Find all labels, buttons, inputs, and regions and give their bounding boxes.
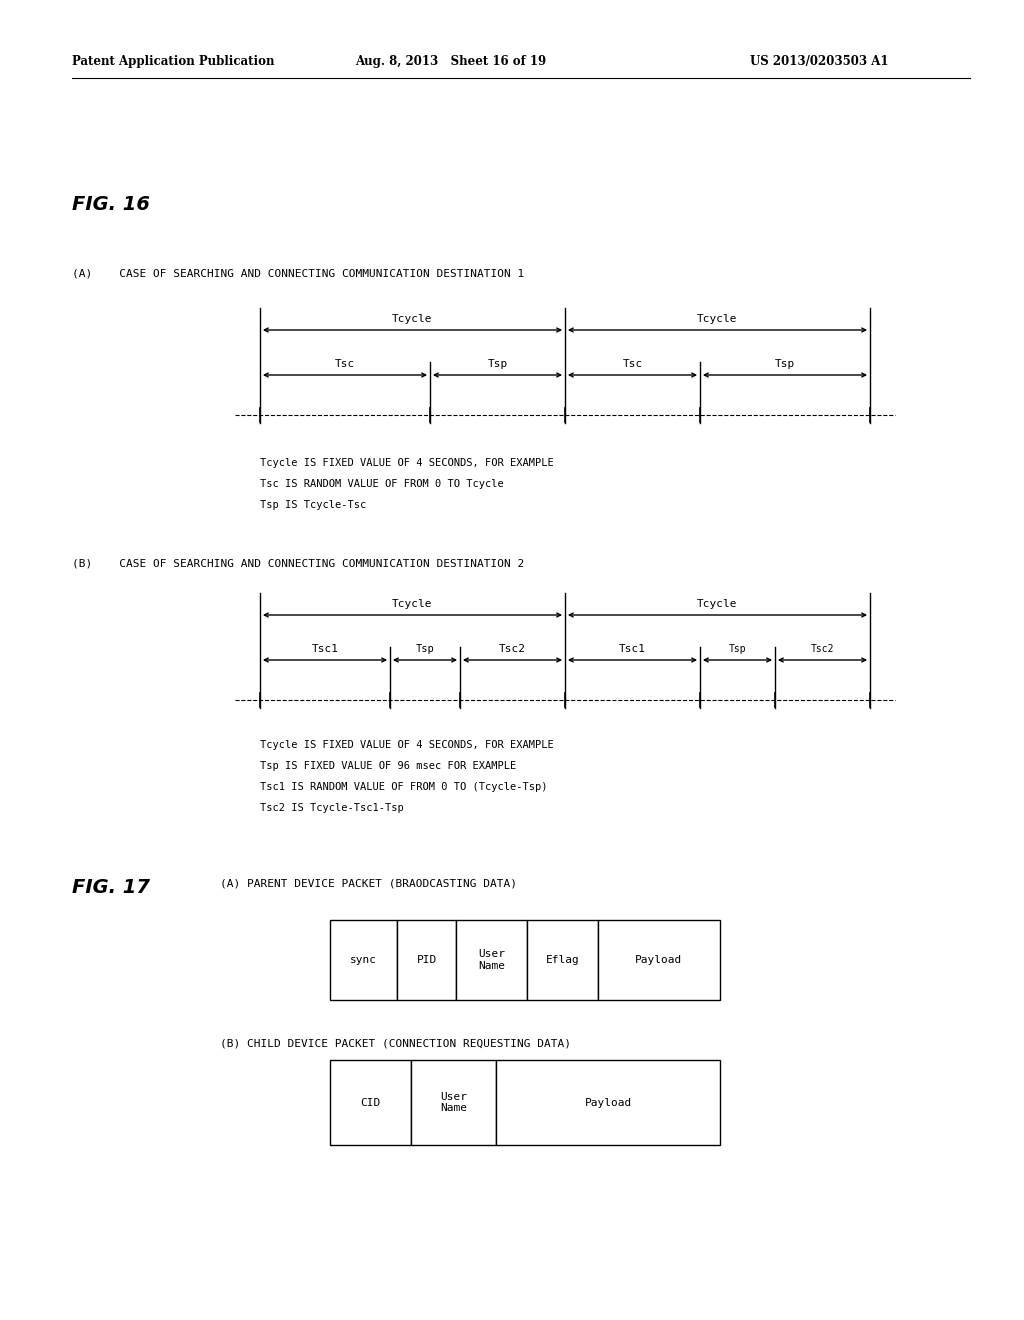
Text: (B)    CASE OF SEARCHING AND CONNECTING COMMUNICATION DESTINATION 2: (B) CASE OF SEARCHING AND CONNECTING COM… — [72, 558, 524, 568]
Text: Tcycle: Tcycle — [392, 599, 433, 609]
Text: Tsp IS Tcycle-Tsc: Tsp IS Tcycle-Tsc — [260, 500, 367, 510]
FancyBboxPatch shape — [456, 920, 527, 1001]
Text: Patent Application Publication: Patent Application Publication — [72, 55, 274, 69]
Text: US 2013/0203503 A1: US 2013/0203503 A1 — [750, 55, 889, 69]
Text: User
Name: User Name — [440, 1092, 467, 1113]
Text: Tcycle: Tcycle — [392, 314, 433, 323]
Text: FIG. 16: FIG. 16 — [72, 195, 150, 214]
FancyBboxPatch shape — [330, 920, 397, 1001]
Text: Tcycle IS FIXED VALUE OF 4 SECONDS, FOR EXAMPLE: Tcycle IS FIXED VALUE OF 4 SECONDS, FOR … — [260, 741, 554, 750]
Text: sync: sync — [350, 954, 377, 965]
Text: Tsp: Tsp — [775, 359, 795, 370]
Text: CID: CID — [360, 1097, 381, 1107]
Text: (A)    CASE OF SEARCHING AND CONNECTING COMMUNICATION DESTINATION 1: (A) CASE OF SEARCHING AND CONNECTING COM… — [72, 268, 524, 279]
Text: Payload: Payload — [585, 1097, 632, 1107]
Text: Tsc2: Tsc2 — [811, 644, 835, 653]
Text: Tsp: Tsp — [487, 359, 508, 370]
Text: Aug. 8, 2013   Sheet 16 of 19: Aug. 8, 2013 Sheet 16 of 19 — [355, 55, 546, 69]
Text: PID: PID — [417, 954, 436, 965]
Text: Tsc2: Tsc2 — [499, 644, 526, 653]
Text: Tsc: Tsc — [335, 359, 355, 370]
FancyBboxPatch shape — [527, 920, 598, 1001]
Text: (B) CHILD DEVICE PACKET (CONNECTION REQUESTING DATA): (B) CHILD DEVICE PACKET (CONNECTION REQU… — [220, 1038, 571, 1048]
Text: Tcycle IS FIXED VALUE OF 4 SECONDS, FOR EXAMPLE: Tcycle IS FIXED VALUE OF 4 SECONDS, FOR … — [260, 458, 554, 469]
FancyBboxPatch shape — [411, 1060, 497, 1144]
FancyBboxPatch shape — [330, 1060, 411, 1144]
Text: (A) PARENT DEVICE PACKET (BRAODCASTING DATA): (A) PARENT DEVICE PACKET (BRAODCASTING D… — [220, 878, 517, 888]
Text: Tsc1: Tsc1 — [311, 644, 339, 653]
Text: Tsp IS FIXED VALUE OF 96 msec FOR EXAMPLE: Tsp IS FIXED VALUE OF 96 msec FOR EXAMPL… — [260, 762, 516, 771]
Text: User
Name: User Name — [478, 949, 505, 970]
Text: Tsc1: Tsc1 — [618, 644, 646, 653]
Text: Tsc: Tsc — [623, 359, 643, 370]
Text: Eflag: Eflag — [546, 954, 580, 965]
Text: Tsp: Tsp — [416, 644, 434, 653]
FancyBboxPatch shape — [397, 920, 456, 1001]
FancyBboxPatch shape — [598, 920, 720, 1001]
Text: Tcycle: Tcycle — [697, 599, 737, 609]
Text: Tsc IS RANDOM VALUE OF FROM 0 TO Tcycle: Tsc IS RANDOM VALUE OF FROM 0 TO Tcycle — [260, 479, 504, 488]
Text: Tsc2 IS Tcycle-Tsc1-Tsp: Tsc2 IS Tcycle-Tsc1-Tsp — [260, 803, 403, 813]
Text: Payload: Payload — [635, 954, 683, 965]
Text: FIG. 17: FIG. 17 — [72, 878, 150, 898]
FancyBboxPatch shape — [497, 1060, 720, 1144]
Text: Tcycle: Tcycle — [697, 314, 737, 323]
Text: Tsc1 IS RANDOM VALUE OF FROM 0 TO (Tcycle-Tsp): Tsc1 IS RANDOM VALUE OF FROM 0 TO (Tcycl… — [260, 781, 548, 792]
Text: Tsp: Tsp — [729, 644, 746, 653]
